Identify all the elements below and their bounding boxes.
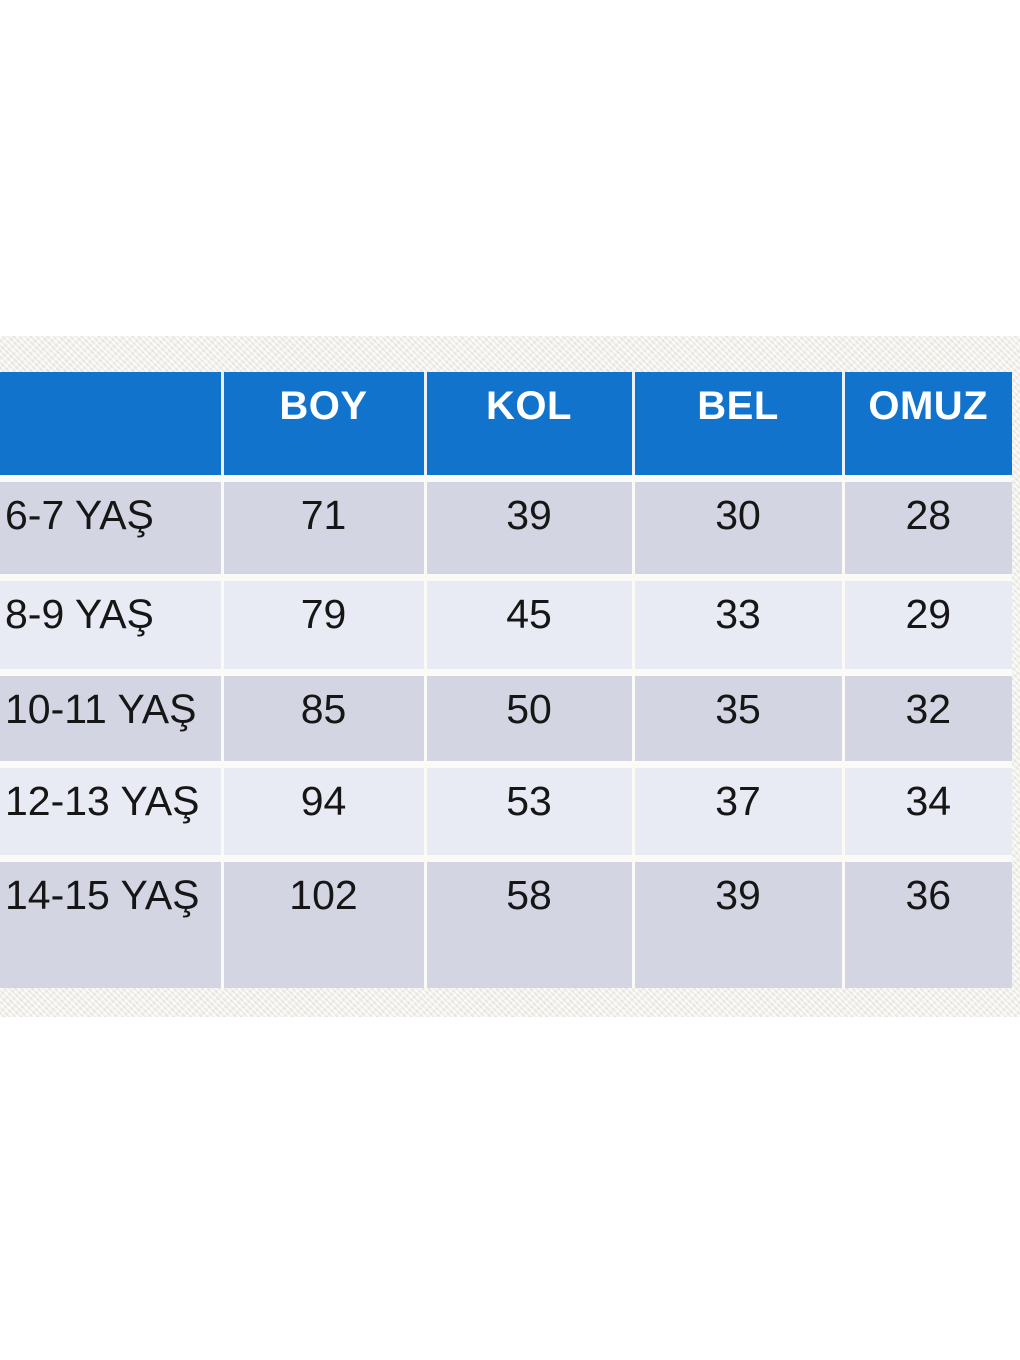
cell-omuz: 32 [843,668,1012,764]
cell-kol: 58 [425,854,635,988]
header-cell-empty [0,372,224,478]
cell-kol: 39 [425,474,635,577]
cell-bel: 30 [633,474,845,577]
size-chart-table: BOY KOL BEL OMUZ 6-7 YAŞ 71 39 30 28 8-9… [0,372,1012,988]
cell-omuz: 34 [843,760,1012,858]
row-label: 8-9 YAŞ [0,573,224,672]
cell-kol: 50 [425,668,635,764]
cell-boy: 94 [222,760,427,858]
cell-kol: 53 [425,760,635,858]
cell-omuz: 29 [843,573,1012,672]
header-cell-omuz: OMUZ [843,372,1012,478]
cell-boy: 85 [222,668,427,764]
cell-boy: 79 [222,573,427,672]
row-label: 12-13 YAŞ [0,760,224,858]
row-label: 6-7 YAŞ [0,474,224,577]
header-cell-boy: BOY [222,372,427,478]
table-row: 6-7 YAŞ 71 39 30 28 [0,474,1012,577]
table-row: 8-9 YAŞ 79 45 33 29 [0,573,1012,672]
cell-bel: 37 [633,760,845,858]
cell-bel: 39 [633,854,845,988]
row-label: 10-11 YAŞ [0,668,224,764]
table-row: 10-11 YAŞ 85 50 35 32 [0,668,1012,764]
header-cell-bel: BEL [633,372,845,478]
cell-kol: 45 [425,573,635,672]
cell-bel: 35 [633,668,845,764]
table-row: 12-13 YAŞ 94 53 37 34 [0,760,1012,858]
cell-omuz: 36 [843,854,1012,988]
row-label: 14-15 YAŞ [0,854,224,988]
table-row: 14-15 YAŞ 102 58 39 36 [0,854,1012,988]
table-header-row: BOY KOL BEL OMUZ [0,372,1012,478]
header-cell-kol: KOL [425,372,635,478]
cell-boy: 71 [222,474,427,577]
cell-bel: 33 [633,573,845,672]
cell-boy: 102 [222,854,427,988]
cell-omuz: 28 [843,474,1012,577]
